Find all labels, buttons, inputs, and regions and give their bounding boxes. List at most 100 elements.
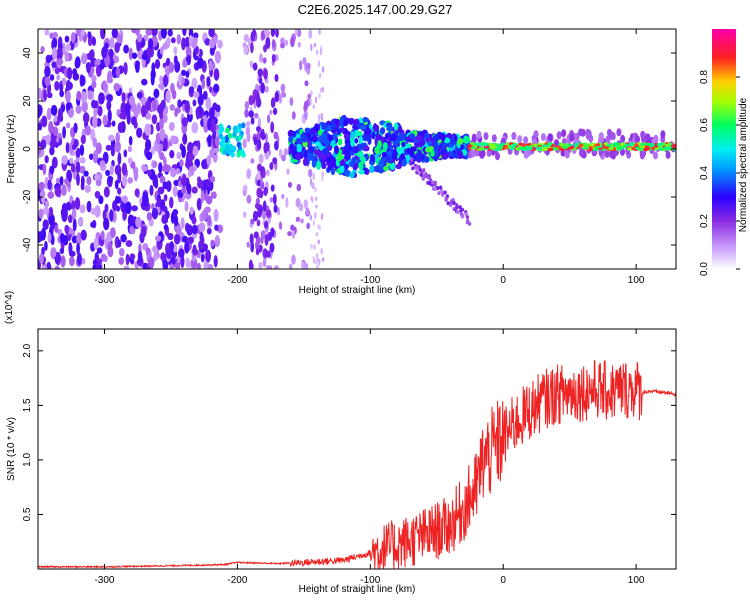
spectrogram-cell xyxy=(74,197,81,210)
spectrogram-cell xyxy=(83,170,89,177)
spectrogram-cell xyxy=(270,227,275,237)
spectrogram-cell xyxy=(322,147,330,156)
spectrogram-cell xyxy=(188,166,195,174)
colorbar-tick-label: 0.8 xyxy=(699,70,710,84)
spectrogram-cell xyxy=(92,115,98,129)
spectrogram-cell xyxy=(523,150,529,159)
spectrogram-cell xyxy=(133,168,139,182)
spectrogram-cell xyxy=(523,136,529,145)
spectrogram-cell xyxy=(130,116,137,126)
spectrogram-cell xyxy=(250,218,255,225)
spectrogram-cell xyxy=(64,50,69,62)
spectrogram-cell xyxy=(86,200,92,213)
spectrogram-cell xyxy=(38,231,42,244)
spectrogram-cell xyxy=(310,43,313,52)
spectrogram-cell xyxy=(656,142,663,147)
spectrogram-cell xyxy=(595,143,601,147)
spectrogram-cell xyxy=(263,186,268,197)
spectrogram-cell xyxy=(117,34,123,44)
spectrogram-cell xyxy=(315,204,318,209)
spectrogram-cell xyxy=(559,143,565,147)
spectrogram-cell xyxy=(212,36,218,44)
spectrogram-cell xyxy=(556,145,562,149)
spectrogram-cell xyxy=(337,138,343,146)
spectrogram-cell xyxy=(209,148,215,159)
spectrogram-cell xyxy=(95,142,102,155)
spectrogram-cell xyxy=(299,60,303,71)
spectrogram-cell xyxy=(104,42,109,49)
spectrogram-cell xyxy=(245,121,251,127)
spectrogram-cell xyxy=(76,173,80,186)
spectrogram-cell xyxy=(127,145,133,153)
spectrogram-cell xyxy=(159,116,164,130)
spectrogram-cell xyxy=(54,265,60,269)
spectrogram-cell xyxy=(84,125,92,136)
spectrogram-cell xyxy=(285,197,289,208)
spectrogram-cell xyxy=(256,125,261,133)
spectrogram-cell xyxy=(314,186,317,192)
spectrogram-cell xyxy=(307,93,312,100)
spectrogram-cell xyxy=(266,114,271,124)
spectrogram-cell xyxy=(344,153,351,161)
x-tick-label: -100 xyxy=(360,275,380,286)
spectrogram-cell xyxy=(57,229,63,236)
spectrogram-cell xyxy=(38,208,44,219)
spectrogram-cell xyxy=(452,200,456,205)
spectrogram-cell xyxy=(71,143,77,151)
spectrogram-cell xyxy=(232,145,237,152)
spectrogram-cell xyxy=(181,117,189,127)
spectrogram-cell xyxy=(580,128,586,137)
spectrogram-cell xyxy=(86,61,91,74)
spectrogram-x-ticks: -300 -200 -100 0 100 xyxy=(94,29,645,286)
spectrogram-cell xyxy=(274,73,279,83)
spectrogram-cell xyxy=(290,224,295,231)
spectrogram-cell xyxy=(305,207,310,216)
spectrogram-cell xyxy=(131,205,138,212)
snr-plot-area xyxy=(38,329,676,569)
spectrogram-cell xyxy=(358,136,363,144)
spectrogram-cell xyxy=(303,199,309,209)
spectrogram-cell xyxy=(97,172,103,181)
spectrogram-cell xyxy=(52,126,59,136)
colorbar-tick-label: 0.0 xyxy=(699,262,710,276)
spectrogram-cell xyxy=(411,166,415,171)
spectrogram-cell xyxy=(123,62,128,75)
spectrogram-cell xyxy=(244,108,249,118)
spectrogram-cell xyxy=(286,168,290,175)
spectrogram-cell xyxy=(312,134,318,143)
spectrogram-cell xyxy=(264,29,269,37)
spectrogram-cell xyxy=(127,177,134,184)
spectrogram-cell xyxy=(49,32,54,39)
spectrogram-cell xyxy=(300,218,304,224)
spectrogram-cell xyxy=(137,250,143,262)
spectrogram-cell xyxy=(40,139,47,150)
spectrogram-cell xyxy=(304,127,311,134)
spectrogram-cell xyxy=(181,235,188,243)
spectrogram-cell xyxy=(189,206,194,215)
spectrogram-cell xyxy=(374,164,381,173)
spectrogram-cell xyxy=(256,97,262,108)
spectrogram-cell xyxy=(608,147,614,151)
spectrogram-cell xyxy=(105,169,111,176)
spectrogram-cell xyxy=(127,214,134,227)
spectrogram-cell xyxy=(428,181,432,186)
spectrogram-cell xyxy=(123,149,128,158)
spectrogram-cell xyxy=(115,67,121,77)
spectrogram-cell xyxy=(184,200,189,212)
spectrogram-cell xyxy=(309,98,313,106)
spectrogram-cell xyxy=(159,143,164,152)
spectrogram-cell xyxy=(304,109,308,121)
spectrogram-cell xyxy=(364,129,372,136)
spectrogram-cell xyxy=(270,97,276,108)
spectrogram-cell xyxy=(198,240,204,251)
spectrogram-cell xyxy=(113,55,120,64)
spectrogram-cell xyxy=(322,122,328,129)
spectrogram-cell xyxy=(134,188,140,197)
spectrogram-cell xyxy=(125,253,130,266)
spectrogram-cell xyxy=(500,142,506,146)
spectrogram-cell xyxy=(289,263,293,269)
spectrogram-cell xyxy=(370,154,376,163)
spectrogram-cell xyxy=(300,134,308,143)
spectrogram-cell xyxy=(269,162,274,171)
spectrogram-cell xyxy=(354,138,359,144)
